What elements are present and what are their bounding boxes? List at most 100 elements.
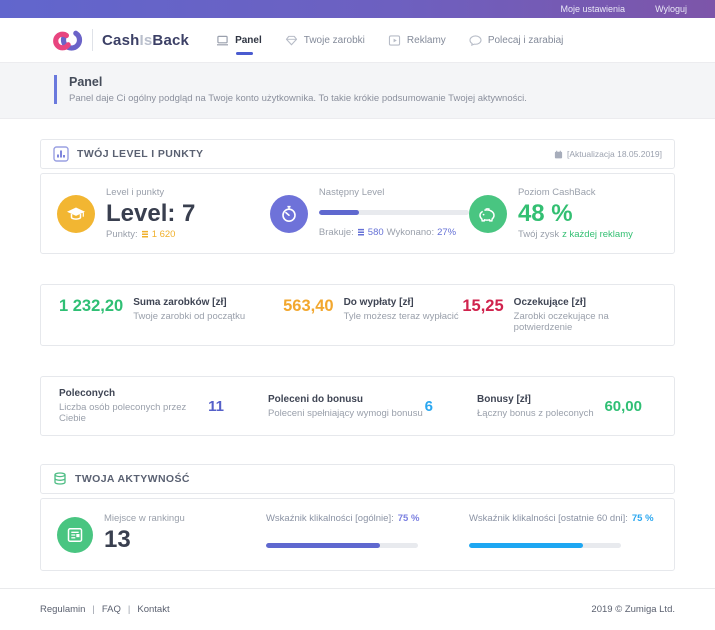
ctr-recent-line: Wskaźnik klikalności [ostatnie 60 dni]: … xyxy=(469,513,658,524)
footer-link-faq[interactable]: FAQ xyxy=(101,603,121,615)
points-value: 1 620 xyxy=(151,229,176,241)
ref-desc: Łączny bonus z poleconych xyxy=(477,407,594,419)
stat-desc: Twoje zarobki od początku xyxy=(133,311,246,323)
ctr-recent-progress xyxy=(468,543,621,549)
section-title: TWOJA AKTYWNOŚĆ xyxy=(75,473,190,486)
logo-divider xyxy=(92,29,93,51)
cashisback-logo-icon xyxy=(53,28,83,52)
ranking-label: Miejsce w rankingu xyxy=(104,513,185,525)
stat-value: 15,25 xyxy=(462,297,504,316)
ref-desc: Liczba osób poleconych przez Ciebie xyxy=(59,402,187,425)
nav-item-reklamy[interactable]: Reklamy xyxy=(388,18,446,62)
ranking-list-icon xyxy=(57,516,93,553)
ref-label: Poleceni do bonusu xyxy=(268,393,364,405)
activity-section: TWOJA AKTYWNOŚĆ Miejsce w rankingu 13 Ws… xyxy=(40,464,675,571)
nav-item-panel[interactable]: Panel xyxy=(216,18,262,62)
stat-desc: Zarobki oczekujące na potwierdzenie xyxy=(513,311,609,334)
piggy-bank-icon xyxy=(468,194,507,233)
referral-count-item: Poleconych Liczba osób poleconych przez … xyxy=(59,388,238,424)
stat-payout-available: 563,40 Do wypłaty [zł] Tyle możesz teraz… xyxy=(283,297,462,333)
ctr-recent-block: Wskaźnik klikalności [ostatnie 60 dni]: … xyxy=(468,513,658,555)
page-footer: Regulamin | FAQ | Kontakt 2019 © Zumiga … xyxy=(0,587,715,630)
nav-label: Twoje zarobki xyxy=(303,34,365,46)
ctr-overall-block: Wskaźnik klikalności [ogólnie]: 75 % xyxy=(265,513,469,555)
footer-separator: | xyxy=(92,603,95,615)
stat-total-earnings: 1 232,20 Suma zarobków [zł] Twoje zarobk… xyxy=(59,297,283,333)
next-level-label: Następny Level xyxy=(318,187,385,198)
done-value: 27% xyxy=(437,227,457,238)
ctr-recent-progress-fill xyxy=(468,543,583,549)
logo[interactable]: CashIsBack xyxy=(53,28,189,52)
points-line: Punkty: 1 620 xyxy=(106,229,195,240)
section-title: TWÓJ LEVEL I PUNKTY xyxy=(77,148,204,160)
stat-label: Do wypłaty [zł] xyxy=(343,297,414,309)
settings-link[interactable]: Moje ustawienia xyxy=(560,4,626,14)
ref-label: Bonusy [zł] xyxy=(477,393,531,405)
cashback-label: Poziom CashBack xyxy=(517,187,596,198)
footer-link-regulamin[interactable]: Regulamin xyxy=(40,603,86,615)
diamond-icon xyxy=(285,35,298,46)
referral-bonus-eligible-item: Poleceni do bonusu Poleceni spełniający … xyxy=(268,388,447,424)
stat-value: 1 232,20 xyxy=(59,297,124,316)
logout-link[interactable]: Wyloguj xyxy=(655,4,687,14)
referral-bonus-total-item: Bonusy [zł] Łączny bonus z poleconych 60… xyxy=(477,388,656,424)
bar-chart-icon xyxy=(53,146,69,162)
top-account-bar: Moje ustawienia Wyloguj xyxy=(0,0,715,18)
ctr-overall-label: Wskaźnik klikalności [ogólnie]: xyxy=(265,513,394,525)
coins-icon xyxy=(357,228,365,237)
page-subtitle: Panel daje Ci ogólny podgląd na Twoje ko… xyxy=(69,93,527,104)
coins-icon xyxy=(141,230,149,239)
level-value: Level: 7 xyxy=(106,200,196,227)
update-label: [Aktualizacja 18.05.2019] xyxy=(567,149,662,159)
missing-value: 580 xyxy=(367,227,384,238)
ranking-value: 13 xyxy=(104,526,131,554)
nav-item-twoje-zarobki[interactable]: Twoje zarobki xyxy=(285,18,365,62)
cashback-note-prefix: Twój zysk xyxy=(517,229,560,241)
stat-desc: Tyle możesz teraz wypłacić xyxy=(343,311,459,323)
update-timestamp: [Aktualizacja 18.05.2019] xyxy=(554,149,662,159)
logo-text: CashIsBack xyxy=(102,32,189,49)
level-section-header: TWÓJ LEVEL I PUNKTY [Aktualizacja 18.05.… xyxy=(40,139,675,169)
stat-label: Oczekujące [zł] xyxy=(513,297,586,309)
ctr-overall-value: 75 % xyxy=(397,513,420,525)
points-label: Punkty: xyxy=(106,229,138,241)
missing-label: Brakuje: xyxy=(318,227,354,238)
stat-label: Suma zarobków [zł] xyxy=(133,297,227,309)
ctr-recent-label: Wskaźnik klikalności [ostatnie 60 dni]: xyxy=(468,513,628,525)
cashback-value: 48 % xyxy=(517,200,573,227)
referrals-card: Poleconych Liczba osób poleconych przez … xyxy=(40,376,675,437)
footer-link-kontakt[interactable]: Kontakt xyxy=(137,603,170,615)
ref-label: Poleconych xyxy=(59,388,116,400)
ref-desc: Poleceni spełniający wymogi bonusu xyxy=(268,407,423,419)
logo-text-is: Is xyxy=(139,31,153,49)
ctr-recent-value: 75 % xyxy=(631,513,654,525)
earnings-summary-card: 1 232,20 Suma zarobków [zł] Twoje zarobk… xyxy=(40,284,675,347)
nav-label: Panel xyxy=(235,34,262,46)
logo-text-cash: Cash xyxy=(102,31,140,49)
level-points-block: Level i punkty Level: 7 Punkty: 1 620 xyxy=(57,187,270,240)
stopwatch-icon xyxy=(269,194,308,233)
activity-card: Miejsce w rankingu 13 Wskaźnik klikalnoś… xyxy=(40,498,675,571)
next-level-caption: Brakuje: 580 Wykonano: 27% xyxy=(319,227,469,238)
level-card: Level i punkty Level: 7 Punkty: 1 620 xyxy=(40,173,675,255)
page-intro: Panel Panel daje Ci ogólny podgląd na Tw… xyxy=(0,62,715,119)
level-points-section: TWÓJ LEVEL I PUNKTY [Aktualizacja 18.05.… xyxy=(40,139,675,255)
stat-pending: 15,25 Oczekujące [zł] Zarobki oczekujące… xyxy=(462,297,656,333)
main-navbar: CashIsBack Panel Twoje zarobki Reklamy P… xyxy=(0,18,715,62)
ctr-overall-line: Wskaźnik klikalności [ogólnie]: 75 % xyxy=(266,513,469,524)
ad-video-icon xyxy=(388,34,401,46)
cashback-note: Twój zysk z każdej reklamy xyxy=(518,229,633,240)
ctr-overall-progress-fill xyxy=(265,543,380,549)
graduation-cap-icon xyxy=(57,194,95,233)
footer-links: Regulamin | FAQ | Kontakt xyxy=(40,604,170,615)
stat-value: 563,40 xyxy=(283,297,334,316)
level-label: Level i punkty xyxy=(106,187,165,198)
next-level-progress xyxy=(318,210,469,215)
cashback-level-block: Poziom CashBack 48 % Twój zysk z każdej … xyxy=(468,187,658,240)
ref-value: 60,00 xyxy=(604,397,642,415)
database-icon xyxy=(53,472,67,486)
nav-item-polecaj[interactable]: Polecaj i zarabiaj xyxy=(469,18,563,62)
monitor-icon xyxy=(216,35,229,46)
activity-section-header: TWOJA AKTYWNOŚĆ xyxy=(40,464,675,495)
footer-separator: | xyxy=(127,603,131,615)
